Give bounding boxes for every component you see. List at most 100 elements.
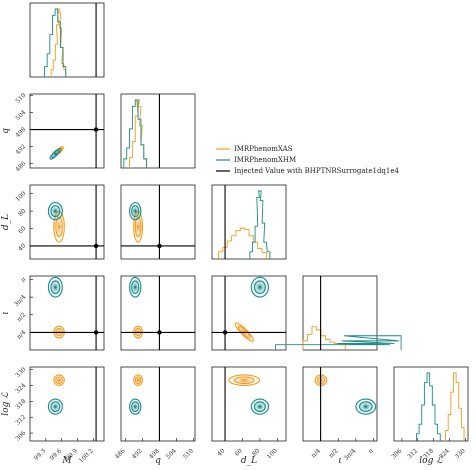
y-tick-label-logL: 318 xyxy=(14,398,27,411)
marginal-iota-series-0 xyxy=(302,326,347,350)
x-tick-label-logL: 330 xyxy=(454,447,467,460)
x-tick-label-logL: 312 xyxy=(406,447,419,460)
y-tick-label-iota: π xyxy=(20,276,28,284)
x-tick-label-iota: π xyxy=(367,447,375,455)
contours xyxy=(49,146,64,160)
x-tick-label-iota: 3π/4 xyxy=(343,447,358,462)
injected-point-iota-dL xyxy=(222,330,228,335)
marginal-dL-series-0 xyxy=(218,227,267,259)
panel-frame xyxy=(29,275,105,351)
panel-frame xyxy=(211,275,287,351)
panel-iota-dL xyxy=(211,275,287,351)
y-tick-label-logL: 324 xyxy=(14,382,27,395)
mean-point-logL-M-series-0 xyxy=(57,379,61,382)
y-tick-label-q: 498 xyxy=(14,126,27,139)
y-tick-label-dL: 40 xyxy=(17,242,27,252)
panel-logL-M xyxy=(29,366,105,442)
legend-label-imrphenomxhm: IMRPhenomXHM xyxy=(234,156,296,164)
panel-iota-q xyxy=(120,275,196,351)
y-axis-label-q: q xyxy=(1,128,11,134)
x-tick-label-M: 99.3 xyxy=(33,447,48,462)
mean-point-q-M-series-1 xyxy=(54,152,57,155)
contours xyxy=(228,374,270,415)
injected-point-iota-M xyxy=(93,330,99,335)
mean-point-iota-M-series-1 xyxy=(54,286,57,289)
contours xyxy=(47,201,65,243)
y-tick-label-q: 492 xyxy=(14,143,27,156)
injected-point-dL-M xyxy=(93,243,99,249)
contours xyxy=(47,374,65,415)
x-tick-label-M: 100.2 xyxy=(78,447,95,464)
mean-point-dL-M-series-1 xyxy=(54,209,57,213)
panel-logL-logL xyxy=(393,366,469,442)
panel-dL-dL xyxy=(211,184,287,260)
injected-point-q-M xyxy=(93,127,99,132)
x-tick-label-q: 510 xyxy=(182,447,195,460)
x-tick-label-dL: 60 xyxy=(234,447,244,457)
x-tick-label-q: 486 xyxy=(114,447,127,460)
mean-point-iota-q-series-1 xyxy=(134,286,137,289)
mean-point-dL-q-series-0 xyxy=(136,225,140,228)
y-tick-label-logL: 312 xyxy=(14,414,27,427)
panel-frame xyxy=(29,93,105,169)
y-axis-label-iota: ι xyxy=(1,311,11,315)
contours xyxy=(314,374,377,415)
mean-point-logL-iota-series-1 xyxy=(364,405,367,408)
panel-frame xyxy=(120,184,196,260)
marginal-logL-series-0 xyxy=(445,372,465,441)
panel-frame xyxy=(211,366,287,442)
contours xyxy=(129,374,144,415)
y-axis-label-logL: log ℒ xyxy=(1,392,11,416)
marginal-iota-series-1 xyxy=(275,335,402,350)
panel-frame xyxy=(120,93,196,169)
mean-point-logL-q-series-1 xyxy=(134,405,137,408)
x-axis-label-dL: d_L xyxy=(241,456,257,466)
contours xyxy=(47,276,65,339)
marginal-M-series-1 xyxy=(44,8,67,77)
panel-frame xyxy=(302,366,378,442)
mean-point-logL-dL-series-1 xyxy=(258,405,262,408)
y-axis-label-dL: d_L xyxy=(1,214,11,230)
panel-frame xyxy=(120,275,196,351)
panel-logL-iota xyxy=(302,366,378,442)
mean-point-logL-M-series-1 xyxy=(54,405,57,408)
panel-M-M xyxy=(29,2,105,78)
y-tick-label-q: 486 xyxy=(14,160,27,173)
legend-label-injected: Injected Value with BHPTNRSurrogate1dq1e… xyxy=(234,167,400,175)
marginal-q-series-1 xyxy=(123,99,148,168)
x-tick-label-dL: 80 xyxy=(251,447,261,457)
mean-point-dL-M-series-0 xyxy=(57,225,61,228)
x-axis-label-logL: log ℒ xyxy=(419,456,443,466)
x-tick-label-dL: 40 xyxy=(216,447,226,457)
panel-dL-q xyxy=(120,184,196,260)
legend-label-imrphenomxas: IMRPhenomXAS xyxy=(234,145,293,153)
x-tick-label-M: 99.6 xyxy=(49,447,64,462)
panel-dL-M xyxy=(29,184,105,260)
y-tick-label-q: 510 xyxy=(14,92,27,105)
mean-point-iota-dL-series-1 xyxy=(258,286,262,289)
panel-frame xyxy=(211,184,287,260)
marginal-logL-series-1 xyxy=(416,372,441,441)
y-tick-label-q: 504 xyxy=(14,109,27,122)
contours xyxy=(129,276,144,339)
panel-logL-q xyxy=(120,366,196,442)
y-tick-label-iota: π/2 xyxy=(16,311,28,323)
injected-point-dL-q xyxy=(157,243,162,249)
mean-point-logL-dL-series-0 xyxy=(243,379,246,382)
panel-q-q xyxy=(120,93,196,169)
y-tick-label-logL: 330 xyxy=(14,366,27,379)
x-axis-label-M: M xyxy=(61,456,72,466)
x-axis-label-q: q xyxy=(155,456,161,466)
x-tick-label-q: 492 xyxy=(131,447,144,460)
mean-point-dL-q-series-1 xyxy=(134,209,137,213)
x-axis-label-iota: ι xyxy=(338,456,342,466)
x-tick-label-q: 504 xyxy=(165,447,178,460)
panel-frame xyxy=(302,275,378,351)
panel-frame xyxy=(29,184,105,260)
y-tick-label-logL: 306 xyxy=(14,429,27,442)
x-tick-label-iota: π/4 xyxy=(310,447,322,459)
panel-frame xyxy=(29,2,105,78)
y-tick-label-iota: π/4 xyxy=(16,329,28,341)
contours xyxy=(129,201,144,243)
